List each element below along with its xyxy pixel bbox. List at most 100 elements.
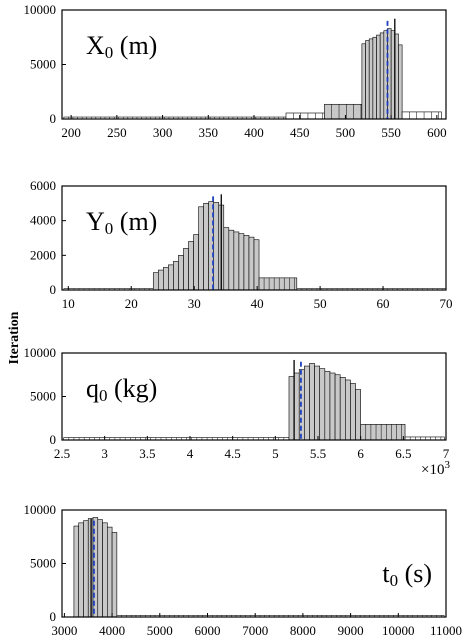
panel-title: X0 (m)	[86, 31, 157, 62]
histogram-bar	[401, 111, 442, 120]
x-tick-label: 600	[427, 125, 447, 140]
x-tick-label: 350	[199, 125, 219, 140]
y-tick-label: 2000	[30, 247, 56, 262]
x-axis-multiplier-base: ×10	[421, 462, 444, 478]
y-tick-label: 0	[50, 432, 57, 447]
histogram-bar	[228, 229, 235, 291]
x-tick-label: 10000	[382, 623, 415, 638]
x-tick-label: 200	[61, 125, 81, 140]
panel-title-unit: (kg)	[108, 374, 158, 403]
y-tick-label: 5000	[30, 556, 56, 571]
histogram-bar	[107, 526, 113, 618]
histogram-bar	[168, 264, 174, 291]
histogram-bar	[152, 272, 159, 291]
panel-title-subscript: 0	[390, 571, 399, 590]
y-tick-label: 0	[50, 282, 57, 297]
x-tick-label: 500	[336, 125, 356, 140]
x-tick-label: 4.5	[225, 446, 241, 461]
x-tick-label: 5000	[147, 623, 173, 638]
histogram-bar	[293, 372, 300, 441]
panel-title-unit: (m)	[113, 31, 157, 60]
x-tick-label: 3	[101, 446, 108, 461]
histogram-bar	[158, 269, 164, 291]
histogram-bar	[361, 43, 366, 120]
histogram-bar	[213, 202, 220, 291]
panel-title-main: Y	[86, 207, 105, 236]
histogram-bar	[376, 34, 381, 120]
histogram-bar	[203, 203, 209, 291]
x-tick-label: 8000	[290, 623, 316, 638]
panel-title-unit: (m)	[113, 207, 157, 236]
y-tick-label: 5000	[30, 389, 56, 404]
panel-title-subscript: 0	[99, 386, 108, 405]
chart-panel-4: 3000 4000 5000 6000 7000 8000 9000 10000 11000 0 5…	[24, 502, 463, 638]
panel-title-unit: (s)	[398, 559, 432, 588]
histogram-bar	[173, 261, 179, 291]
x-tick-label: 3.5	[139, 446, 155, 461]
x-tick-label: 4	[187, 446, 194, 461]
histogram-bar	[178, 255, 184, 291]
panel-title: t0 (s)	[382, 559, 432, 590]
histogram-bar	[379, 32, 385, 120]
histogram-bar	[355, 389, 361, 441]
y-tick-label: 10000	[24, 2, 57, 17]
histogram-bar	[183, 248, 189, 291]
y-tick-label: 6000	[30, 178, 56, 193]
x-tick-label: 550	[381, 125, 401, 140]
x-tick-label: 6000	[194, 623, 220, 638]
histogram-bar	[102, 522, 108, 618]
axes-frame	[61, 185, 447, 291]
histogram-bar	[324, 370, 331, 441]
histogram-bar	[248, 236, 255, 291]
histogram-bar	[314, 365, 321, 441]
panel-title-subscript: 0	[105, 43, 114, 62]
histogram-bar	[319, 368, 326, 441]
histogram-bar	[258, 277, 298, 291]
histogram-bar	[368, 38, 374, 120]
x-tick-label: 11000	[430, 623, 462, 638]
x-tick-label: 70	[440, 296, 453, 311]
panel-title-main: X	[86, 31, 105, 60]
histogram-bar	[350, 383, 356, 441]
x-tick-label: 4000	[99, 623, 125, 638]
x-tick-label: 10	[62, 296, 75, 311]
histogram-bar	[324, 103, 363, 120]
x-tick-label: 3000	[51, 623, 77, 638]
x-tick-label: 250	[107, 125, 127, 140]
y-tick-label: 10000	[24, 345, 57, 360]
x-tick-label: 20	[125, 296, 138, 311]
histogram-bar	[365, 40, 370, 120]
x-tick-label: 450	[290, 125, 310, 140]
histogram-bar	[78, 522, 84, 618]
histogram-bar	[83, 520, 89, 618]
histogram-bar	[198, 206, 204, 291]
x-axis-multiplier-exponent: 3	[445, 459, 451, 471]
x-tick-label: 50	[314, 296, 327, 311]
x-tick-label: 40	[251, 296, 264, 311]
histogram-bar	[97, 519, 103, 618]
y-tick-label: 0	[50, 609, 57, 624]
panel-title: q0 (kg)	[86, 374, 157, 405]
histogram-bar	[111, 532, 118, 618]
y-axis-label: Iteration	[7, 311, 22, 364]
histogram-bar	[253, 239, 260, 291]
x-axis-multiplier: ×103	[421, 459, 450, 478]
panel-title-main: t	[382, 559, 390, 588]
panel-title-subscript: 0	[105, 219, 114, 238]
histogram-bar	[398, 44, 403, 120]
histogram-bar	[238, 233, 245, 291]
panel-title-main: q	[86, 374, 99, 403]
x-tick-label: 2.5	[54, 446, 70, 461]
histogram-bar	[309, 363, 315, 441]
histogram-bar	[73, 525, 79, 618]
y-tick-label: 5000	[30, 57, 56, 72]
x-tick-label: 5	[272, 446, 279, 461]
histogram-bars	[63, 28, 442, 120]
panel-title: Y0 (m)	[86, 207, 157, 238]
histogram-bar	[372, 36, 377, 120]
histogram-bar	[243, 235, 250, 291]
y-tick-label: 0	[50, 111, 57, 126]
chart-panel-1: 200 250 300 350 400 450 500 550 600 0 5000 10000 X0 …	[24, 2, 447, 140]
